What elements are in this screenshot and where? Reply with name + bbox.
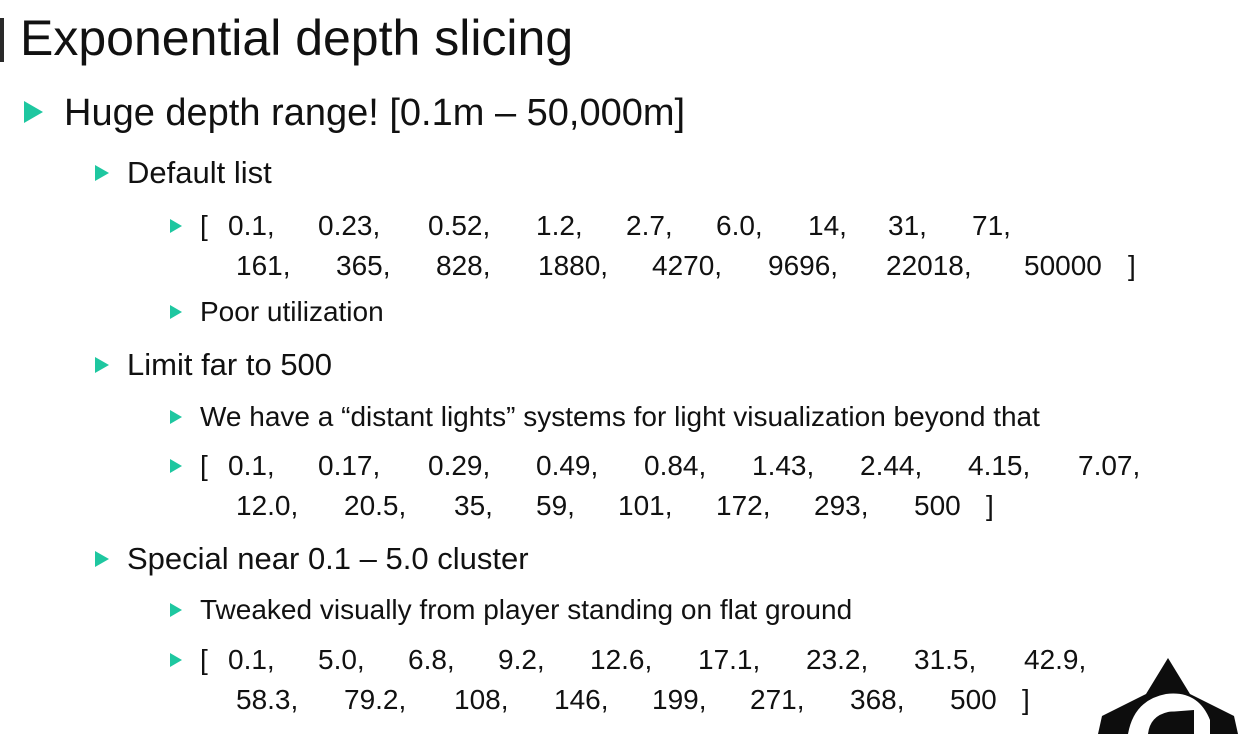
list-value: 9696, — [768, 250, 839, 281]
list-value: 71, — [972, 210, 1011, 241]
list-value: 5.0, — [318, 644, 365, 675]
bullet-triangle-icon — [95, 165, 109, 181]
list-close-bracket: ] — [1022, 684, 1030, 715]
section-heading-special-near: Special near 0.1 – 5.0 cluster — [127, 541, 529, 576]
list-value: 35, — [454, 490, 493, 521]
bullet-triangle-icon — [170, 653, 182, 667]
list-value: 4.15, — [968, 450, 1031, 481]
list-value: 293, — [814, 490, 869, 521]
list-value: 31, — [888, 210, 927, 241]
list-value: 31.5, — [914, 644, 977, 675]
bullet-triangle-icon — [170, 459, 182, 473]
bullet-text: Tweaked visually from player standing on… — [200, 594, 853, 625]
bullet-text: We have a “distant lights” systems for l… — [200, 401, 1040, 432]
list-value: 22018, — [886, 250, 972, 281]
list-value: 59, — [536, 490, 575, 521]
list-open-bracket: [ — [200, 450, 208, 481]
section-heading-default-list: Default list — [127, 155, 272, 190]
list-value: 500 — [914, 490, 961, 521]
list-close-bracket: ] — [986, 490, 994, 521]
depth-list-limit-500: [ 0.1, 0.17, 0.29, 0.49, 0.84, 1.43, 2.4… — [0, 446, 1254, 526]
list-value: 271, — [750, 684, 805, 715]
list-value: 12.6, — [590, 644, 653, 675]
list-value: 9.2, — [498, 644, 545, 675]
list-value: 0.17, — [318, 450, 381, 481]
list-value: 20.5, — [344, 490, 407, 521]
list-value: 146, — [554, 684, 609, 715]
list-value: 0.29, — [428, 450, 491, 481]
list-close-bracket: ] — [1128, 250, 1136, 281]
list-value: 0.49, — [536, 450, 599, 481]
depth-list-special: [ 0.1, 5.0, 6.8, 9.2, 12.6, 17.1, 23.2, … — [0, 640, 1254, 720]
studio-logo-icon — [1098, 658, 1238, 734]
list-value: 6.8, — [408, 644, 455, 675]
list-value: 0.52, — [428, 210, 491, 241]
list-open-bracket: [ — [200, 644, 208, 675]
list-value: 1880, — [538, 250, 609, 281]
bullet-text: Poor utilization — [200, 296, 384, 327]
list-value: 368, — [850, 684, 905, 715]
list-value: 1.43, — [752, 450, 815, 481]
section-heading-limit-far: Limit far to 500 — [127, 347, 333, 382]
list-value: 2.7, — [626, 210, 673, 241]
list-value: 0.1, — [228, 644, 275, 675]
list-value: 1.2, — [536, 210, 583, 241]
bullet-triangle-icon — [24, 101, 43, 123]
list-value: 7.07, — [1078, 450, 1141, 481]
list-value: 0.1, — [228, 210, 275, 241]
list-value: 2.44, — [860, 450, 923, 481]
list-value: 500 — [950, 684, 997, 715]
list-value: 199, — [652, 684, 707, 715]
list-value: 0.84, — [644, 450, 707, 481]
list-value: 172, — [716, 490, 771, 521]
list-value: 14, — [808, 210, 847, 241]
bullet-triangle-icon — [170, 305, 182, 319]
list-value: 0.23, — [318, 210, 381, 241]
slide-edge-mark — [0, 18, 4, 62]
list-value: 365, — [336, 250, 391, 281]
list-value: 79.2, — [344, 684, 407, 715]
list-value: 161, — [236, 250, 291, 281]
list-open-bracket: [ — [200, 210, 208, 241]
bullet-triangle-icon — [170, 603, 182, 617]
list-value: 6.0, — [716, 210, 763, 241]
list-value: 17.1, — [698, 644, 761, 675]
bullet-triangle-icon — [170, 219, 182, 233]
list-value: 828, — [436, 250, 491, 281]
bullet-triangle-icon — [95, 357, 109, 373]
list-value: 0.1, — [228, 450, 275, 481]
list-value: 12.0, — [236, 490, 299, 521]
list-value: 101, — [618, 490, 673, 521]
list-value: 42.9, — [1024, 644, 1087, 675]
slide-title: Exponential depth slicing — [20, 10, 574, 66]
bullet-triangle-icon — [95, 551, 109, 567]
main-bullet: Huge depth range! [0.1m – 50,000m] — [64, 92, 686, 134]
list-value: 23.2, — [806, 644, 869, 675]
depth-list-default: [ 0.1, 0.23, 0.52, 1.2, 2.7, 6.0, 14, 31… — [0, 206, 1254, 286]
list-value: 4270, — [652, 250, 723, 281]
list-value: 108, — [454, 684, 509, 715]
list-value: 58.3, — [236, 684, 299, 715]
list-value: 50000 — [1024, 250, 1102, 281]
bullet-triangle-icon — [170, 410, 182, 424]
